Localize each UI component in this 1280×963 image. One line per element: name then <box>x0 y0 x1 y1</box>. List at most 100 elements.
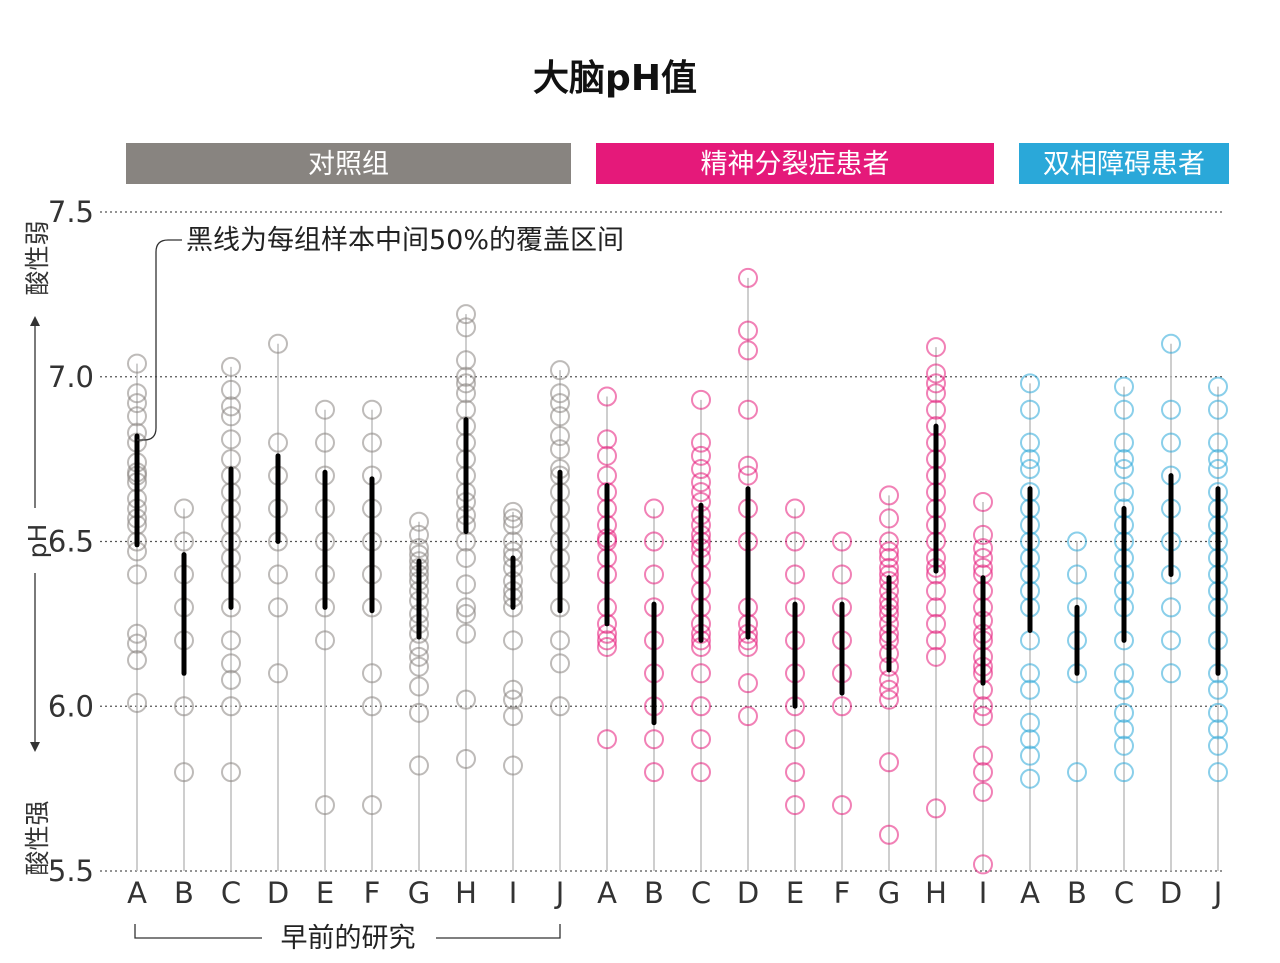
data-point <box>268 663 288 684</box>
data-point <box>221 696 241 717</box>
data-point <box>1208 459 1228 480</box>
x-category-label: I <box>509 876 518 910</box>
data-point <box>973 745 993 766</box>
data-point <box>456 304 476 325</box>
data-point <box>691 663 711 684</box>
data-point <box>1161 630 1181 651</box>
data-point <box>973 491 993 512</box>
data-point <box>174 498 194 519</box>
data-point <box>691 696 711 717</box>
y-tick-label: 6.5 <box>48 525 94 559</box>
data-point <box>409 524 429 545</box>
data-point <box>738 455 758 476</box>
data-point <box>738 267 758 288</box>
data-point <box>127 692 147 713</box>
x-category-label: A <box>1020 876 1040 910</box>
data-point <box>362 696 382 717</box>
data-point <box>550 426 570 447</box>
data-point <box>1114 399 1134 420</box>
y-direction-up-label: 酸性弱 <box>23 220 52 295</box>
data-point <box>1020 373 1040 394</box>
data-point <box>879 508 899 529</box>
data-point <box>1067 564 1087 585</box>
data-point <box>879 541 899 562</box>
x-category-label: D <box>737 876 759 910</box>
annotation-leader-line <box>137 239 182 441</box>
data-point <box>597 429 617 450</box>
group-header-band <box>596 143 994 184</box>
data-point <box>221 379 241 400</box>
data-point <box>1114 679 1134 700</box>
data-point <box>597 386 617 407</box>
data-point <box>1114 762 1134 783</box>
data-point <box>550 630 570 651</box>
data-point <box>550 393 570 414</box>
y-axis-label: pH <box>23 524 52 559</box>
data-point <box>1208 735 1228 756</box>
iqr-annotation: 黑线为每组样本中间50%的覆盖区间 <box>137 225 624 441</box>
data-point <box>879 485 899 506</box>
data-point <box>973 781 993 802</box>
group-header-band <box>1019 143 1229 184</box>
data-point <box>456 597 476 618</box>
data-point <box>691 445 711 466</box>
data-point <box>1114 663 1134 684</box>
data-point <box>879 689 899 710</box>
data-point <box>550 696 570 717</box>
data-point <box>174 531 194 552</box>
x-category-label: B <box>644 876 664 910</box>
data-point <box>503 755 523 776</box>
data-point <box>1067 762 1087 783</box>
data-point <box>926 580 946 601</box>
data-point <box>926 597 946 618</box>
data-point <box>785 795 805 816</box>
data-point <box>738 673 758 694</box>
data-point <box>550 653 570 674</box>
data-point <box>1020 745 1040 766</box>
data-point <box>973 706 993 727</box>
category-stems <box>136 277 1219 871</box>
y-tick-label: 5.5 <box>48 854 94 888</box>
data-point <box>409 676 429 697</box>
data-point <box>503 689 523 710</box>
x-category-label: F <box>364 876 381 910</box>
data-point <box>221 630 241 651</box>
data-point <box>221 396 241 417</box>
data-point <box>1114 702 1134 723</box>
data-point <box>221 653 241 674</box>
x-category-label: B <box>174 876 194 910</box>
data-point <box>409 511 429 532</box>
data-point <box>926 630 946 651</box>
x-category-label: E <box>316 876 334 910</box>
data-point <box>879 679 899 700</box>
data-point <box>268 597 288 618</box>
data-point <box>1114 735 1134 756</box>
y-tick-label: 6.0 <box>48 689 94 723</box>
y-direction-down-label: 酸性强 <box>23 800 52 875</box>
earlier-studies-bracket: 早前的研究 <box>134 923 561 954</box>
data-point <box>456 623 476 644</box>
data-point <box>926 363 946 384</box>
data-point <box>1208 719 1228 740</box>
data-point <box>127 383 147 404</box>
data-point <box>832 696 852 717</box>
data-point <box>503 706 523 727</box>
data-point <box>832 531 852 552</box>
data-point <box>456 603 476 624</box>
data-point <box>691 729 711 750</box>
data-point <box>503 679 523 700</box>
data-point <box>973 696 993 717</box>
data-point <box>456 317 476 338</box>
data-point <box>597 445 617 466</box>
x-category-label: D <box>267 876 289 910</box>
data-point <box>1020 729 1040 750</box>
data-point <box>1020 679 1040 700</box>
data-point <box>456 574 476 595</box>
data-point <box>785 564 805 585</box>
data-point <box>597 630 617 651</box>
data-point <box>738 340 758 361</box>
x-category-label: D <box>1160 876 1182 910</box>
data-point <box>738 465 758 486</box>
data-point <box>456 689 476 710</box>
